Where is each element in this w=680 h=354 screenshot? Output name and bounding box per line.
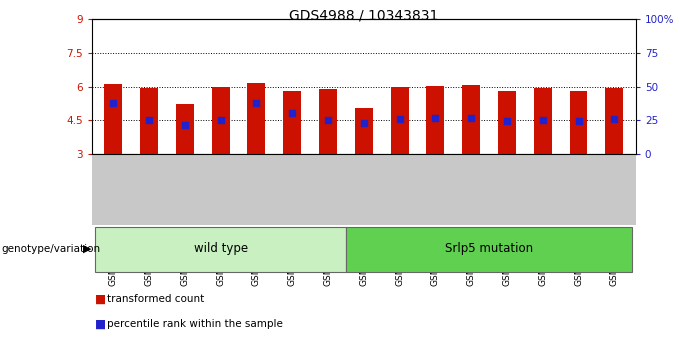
- Bar: [248, 83, 265, 154]
- Bar: [605, 88, 624, 154]
- Point: [322, 118, 333, 123]
- Point: [609, 116, 619, 122]
- Bar: [284, 91, 301, 154]
- Bar: [140, 88, 158, 154]
- Bar: [570, 91, 588, 154]
- Point: [215, 118, 226, 123]
- Bar: [390, 87, 409, 154]
- Point: [358, 120, 369, 126]
- Bar: [498, 91, 516, 154]
- Text: ▶: ▶: [83, 244, 91, 253]
- Bar: [211, 87, 230, 154]
- Point: [537, 117, 548, 123]
- Point: [430, 115, 441, 120]
- FancyBboxPatch shape: [346, 227, 632, 272]
- Bar: [534, 88, 551, 154]
- FancyBboxPatch shape: [95, 227, 346, 272]
- Point: [466, 115, 477, 120]
- Bar: [319, 89, 337, 154]
- Point: [251, 101, 262, 106]
- Point: [108, 100, 119, 106]
- Point: [143, 117, 154, 123]
- Bar: [426, 86, 444, 154]
- Text: GDS4988 / 10343831: GDS4988 / 10343831: [289, 9, 439, 23]
- Text: transformed count: transformed count: [107, 294, 205, 304]
- Point: [287, 110, 298, 115]
- Bar: [104, 84, 122, 154]
- Text: ■: ■: [95, 318, 106, 330]
- Bar: [355, 108, 373, 154]
- Text: wild type: wild type: [194, 242, 248, 255]
- Text: ■: ■: [95, 293, 106, 306]
- Text: percentile rank within the sample: percentile rank within the sample: [107, 319, 284, 329]
- Point: [573, 119, 584, 124]
- Point: [502, 119, 513, 124]
- Text: genotype/variation: genotype/variation: [1, 244, 101, 253]
- Bar: [462, 85, 480, 154]
- Point: [394, 116, 405, 122]
- Bar: [176, 104, 194, 154]
- Point: [180, 122, 190, 128]
- Text: Srlp5 mutation: Srlp5 mutation: [445, 242, 533, 255]
